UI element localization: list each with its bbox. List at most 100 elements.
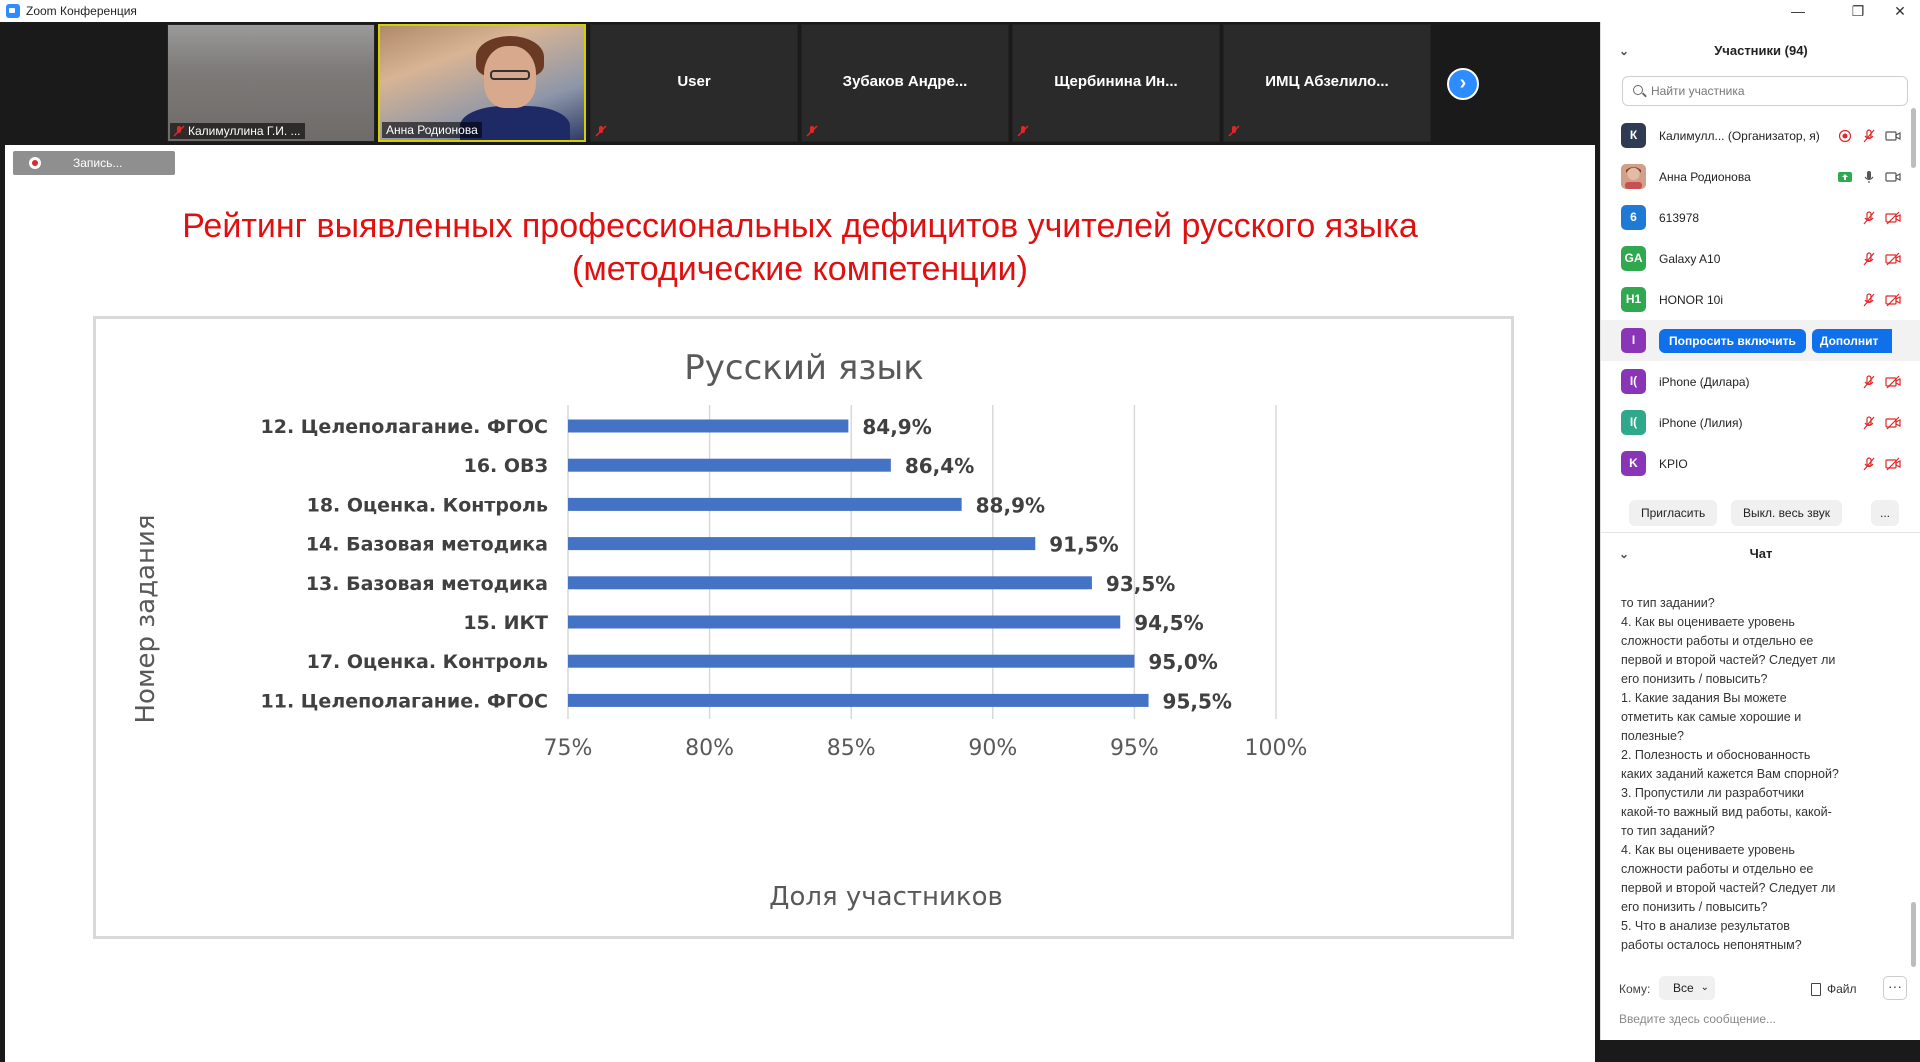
window-title: Zoom Конференция	[26, 4, 137, 18]
participant-row[interactable]: H1 HONOR 10i	[1601, 279, 1920, 320]
divider	[1601, 532, 1920, 533]
camera-off-icon[interactable]	[1885, 292, 1901, 308]
mic-muted-icon[interactable]	[1861, 210, 1877, 226]
window-titlebar: Zoom Конференция — ❐ ✕	[0, 0, 1920, 22]
participant-row[interactable]: I( iPhone (Лилия)	[1601, 402, 1920, 443]
participant-row[interactable]: 6 613978	[1601, 197, 1920, 238]
bar	[568, 654, 1135, 668]
participant-name: iPhone (Лилия)	[1659, 415, 1743, 430]
x-tick-label: 85%	[827, 736, 876, 761]
next-page-arrow-icon[interactable]: ›	[1447, 68, 1479, 100]
tile-name: User	[677, 73, 711, 90]
participants-title: Участники (94)	[1714, 43, 1808, 58]
avatar: GA	[1621, 246, 1646, 271]
mic-muted-icon[interactable]	[1861, 128, 1877, 144]
meeting-main-area: Калимуллина Г.И. ... Анна Родионова User…	[0, 22, 1600, 1062]
participant-row-hovered[interactable]: I Попросить включить Дополнит	[1601, 320, 1920, 361]
tile-name: Анна Родионова	[386, 123, 478, 137]
recording-status-icon	[1838, 129, 1852, 143]
data-label: 88,9%	[976, 493, 1045, 517]
ask-to-unmute-button[interactable]: Попросить включить	[1659, 328, 1806, 353]
chat-line: 1. Какие задания Вы можете	[1621, 691, 1787, 705]
video-tile[interactable]: Зубаков Андре...	[801, 24, 1009, 142]
participant-row[interactable]: K KPIO	[1601, 443, 1920, 484]
mic-muted-icon[interactable]	[1861, 292, 1877, 308]
more-actions-button[interactable]: ...	[1871, 500, 1900, 526]
video-tile-active-speaker[interactable]: Анна Родионова	[378, 24, 586, 142]
participant-search-input[interactable]: Найти участника	[1622, 76, 1908, 106]
participants-scrollbar[interactable]	[1911, 108, 1916, 168]
participant-row[interactable]: GA Galaxy A10	[1601, 238, 1920, 279]
video-tile[interactable]: Калимуллина Г.И. ...	[167, 24, 375, 142]
mic-icon[interactable]	[1861, 169, 1877, 185]
bar	[568, 537, 1036, 551]
minimize-button[interactable]: —	[1791, 3, 1805, 19]
tile-name: Зубаков Андре...	[842, 73, 968, 90]
chat-line: первой и второй частей? Следует ли	[1621, 881, 1836, 895]
participant-status	[1861, 415, 1901, 431]
chat-line: работы осталось непонятным?	[1621, 938, 1802, 952]
chat-line: сложности работы и отдельно ее	[1621, 634, 1814, 648]
chat-message-input[interactable]: Введите здесь сообщение...	[1619, 1012, 1777, 1026]
chat-header: ⌄ Чат	[1601, 537, 1920, 571]
chat-line: 5. Что в анализе результатов	[1621, 919, 1790, 933]
x-tick-label: 90%	[968, 736, 1017, 761]
recipient-select[interactable]: Все ⌄	[1659, 976, 1715, 1000]
participant-status	[1837, 169, 1901, 185]
avatar: K	[1621, 451, 1646, 476]
participant-row[interactable]: К Калимулл... (Организатор, я)	[1601, 115, 1920, 156]
muted-mic-icon	[1228, 125, 1240, 137]
camera-off-icon[interactable]	[1885, 456, 1901, 472]
right-sidebar: ⌄ Участники (94) Найти участника К Калим…	[1600, 22, 1920, 1040]
camera-off-icon[interactable]	[1885, 415, 1901, 431]
avatar: К	[1621, 123, 1646, 148]
avatar: 6	[1621, 205, 1646, 230]
more-options-button[interactable]: Дополнит	[1811, 328, 1892, 353]
participant-status	[1861, 374, 1901, 390]
participant-row[interactable]: I( iPhone (Дилара)	[1601, 361, 1920, 402]
camera-icon[interactable]	[1885, 169, 1901, 185]
camera-icon[interactable]	[1885, 128, 1901, 144]
mic-muted-icon[interactable]	[1861, 374, 1877, 390]
chevron-down-icon[interactable]: ⌄	[1619, 547, 1630, 561]
chat-footer: Кому: Все ⌄ Файл ··· Введите здесь сообщ…	[1601, 972, 1920, 1040]
chat-more-button[interactable]: ···	[1883, 976, 1907, 1000]
x-tick-label: 100%	[1245, 736, 1308, 761]
chat-line: то тип задании?	[1621, 596, 1715, 610]
participant-status	[1861, 456, 1901, 472]
recording-label: Запись...	[73, 156, 123, 170]
avatar: I(	[1621, 410, 1646, 435]
close-button[interactable]: ✕	[1894, 3, 1906, 19]
chat-scrollbar[interactable]	[1911, 902, 1916, 967]
video-tile[interactable]: ИМЦ Абзелило...	[1223, 24, 1431, 142]
participant-actions: Пригласить Выкл. весь звук ...	[1601, 492, 1920, 532]
video-tile[interactable]: User	[590, 24, 798, 142]
chevron-down-icon[interactable]: ⌄	[1619, 44, 1630, 58]
mic-muted-icon[interactable]	[1861, 456, 1877, 472]
chat-line: то тип заданий?	[1621, 824, 1715, 838]
bar-chart: 75% 80% 85% 90% 95% 100% 12. Целеполагание. ФГ…	[131, 348, 1308, 912]
camera-off-icon[interactable]	[1885, 251, 1901, 267]
camera-off-icon[interactable]	[1885, 210, 1901, 226]
chat-line: 2. Полезность и обоснованность	[1621, 748, 1811, 762]
mic-muted-icon[interactable]	[1861, 415, 1877, 431]
muted-mic-icon	[806, 125, 818, 137]
invite-button[interactable]: Пригласить	[1629, 500, 1718, 526]
muted-mic-icon	[595, 125, 607, 137]
participant-row[interactable]: Анна Родионова	[1601, 156, 1920, 197]
restore-button[interactable]: ❐	[1851, 3, 1865, 19]
mute-all-button[interactable]: Выкл. весь звук	[1731, 500, 1843, 526]
bar	[568, 458, 891, 472]
bar	[568, 497, 962, 511]
participant-list: К Калимулл... (Организатор, я) Анна Роди…	[1601, 115, 1920, 484]
chat-line: полезные?	[1621, 729, 1684, 743]
camera-off-icon[interactable]	[1885, 374, 1901, 390]
mic-muted-icon[interactable]	[1861, 251, 1877, 267]
video-tile[interactable]: Щербинина Ин...	[1012, 24, 1220, 142]
participant-status	[1861, 292, 1901, 308]
recording-indicator[interactable]: Запись...	[13, 151, 175, 175]
file-button[interactable]: Файл	[1811, 982, 1857, 996]
category-label: 15. ИКТ	[463, 612, 548, 634]
participant-status	[1861, 251, 1901, 267]
participant-name: Анна Родионова	[1659, 169, 1751, 184]
